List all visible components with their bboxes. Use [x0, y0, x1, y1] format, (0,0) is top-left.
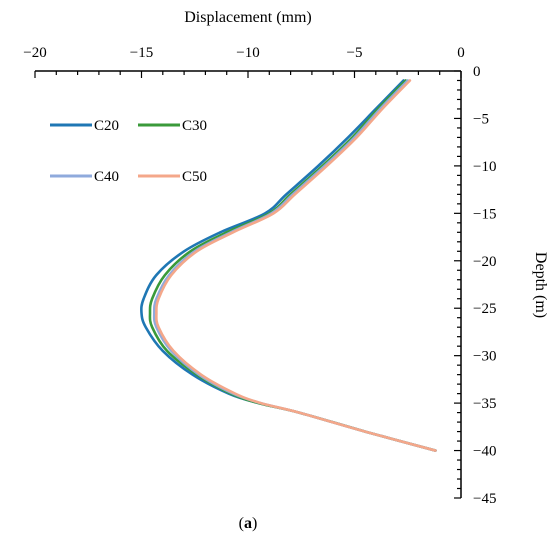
legend: C20 C30 C40 C50 [50, 118, 207, 185]
legend-label-c50: C50 [182, 169, 207, 185]
y-axis-title: Depth (m) [532, 252, 549, 318]
caption-open-paren: ( [239, 515, 244, 532]
caption-letter: a [244, 515, 252, 532]
x-tick-label: −20 [23, 45, 46, 61]
series-line-c20 [140, 79, 437, 452]
y-tick-label: −15 [473, 206, 496, 222]
x-axis-title: Displacement (mm) [184, 9, 312, 26]
y-tick-label: −35 [473, 396, 496, 412]
x-tick-label: −5 [347, 45, 363, 61]
legend-label-c20: C20 [94, 118, 119, 134]
x-tick-label: 0 [457, 45, 465, 61]
y-axis: 0 −5 −10 −15 −20 −25 −30 −35 −40 −45 [454, 64, 496, 507]
y-tick-label: 0 [473, 64, 481, 80]
series-line-c40 [152, 79, 437, 452]
y-tick-label: −10 [473, 159, 496, 175]
x-axis: −20 −15 −10 −5 0 [23, 45, 465, 78]
legend-label-c30: C30 [182, 118, 207, 134]
y-tick-label: −30 [473, 349, 496, 365]
series-line-c50 [155, 79, 437, 452]
y-tick-label: −25 [473, 301, 496, 317]
x-tick-label: −15 [130, 45, 153, 61]
y-tick-label: −5 [473, 111, 489, 127]
y-tick-label: −45 [473, 491, 496, 507]
series-line-c30 [148, 79, 437, 452]
series-layer [140, 79, 437, 452]
y-tick-label: −40 [473, 444, 496, 460]
y-tick-label: −20 [473, 254, 496, 270]
legend-label-c40: C40 [94, 169, 119, 185]
caption-close-paren: ) [252, 515, 257, 532]
figure-caption: (a) [239, 515, 258, 532]
x-tick-label: −10 [236, 45, 259, 61]
